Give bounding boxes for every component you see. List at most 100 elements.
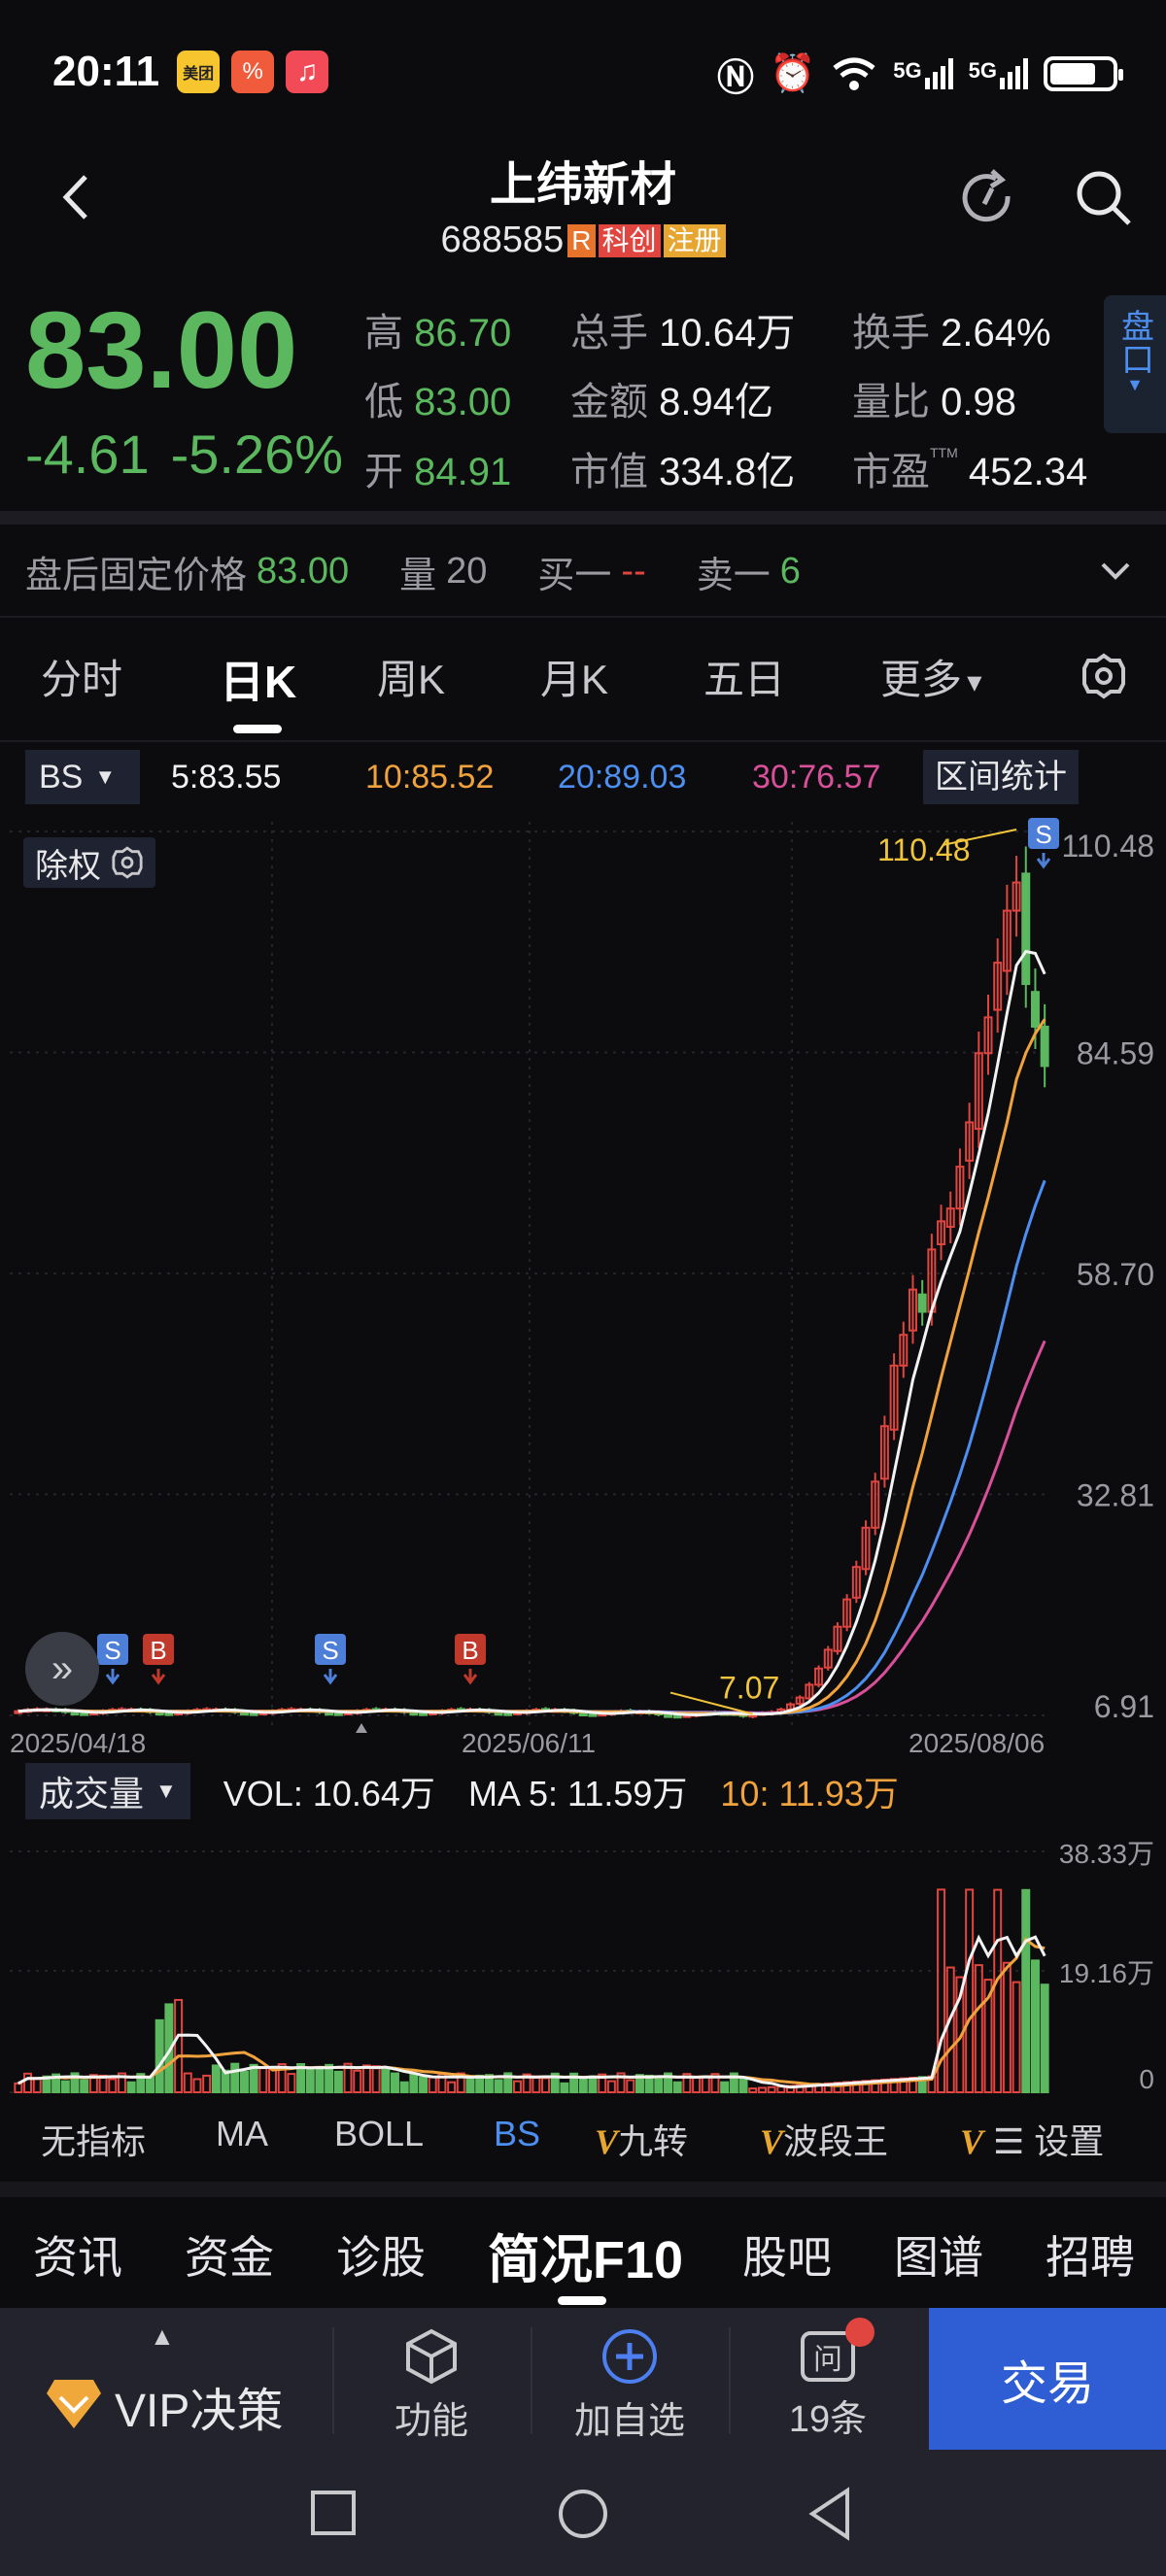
refresh-icon[interactable] — [957, 167, 1019, 229]
tab-graph[interactable]: 图谱 — [894, 2232, 983, 2283]
pankou-side-tab[interactable]: 盘口 ▼ — [1104, 295, 1166, 433]
indicator-tabs: 无指标 MA BOLL BS V九转 V波段王 V ☰ 设置 — [0, 2108, 1166, 2166]
caret-up-icon: ▲ — [150, 2322, 175, 2351]
bs-marker-s — [1028, 818, 1059, 849]
tab-monthly-k[interactable]: 月K — [540, 657, 609, 702]
volume-dropdown[interactable]: 成交量 ▼ — [25, 1763, 190, 1819]
indicator-boll[interactable]: BOLL — [334, 2114, 425, 2153]
tab-f10[interactable]: 简况F10 — [488, 2231, 684, 2289]
tab-funds[interactable]: 资金 — [185, 2232, 274, 2283]
candle-body — [917, 1293, 927, 1313]
expand-arrows-icon[interactable]: » — [25, 1632, 99, 1706]
candle-body — [983, 1016, 993, 1055]
ex-right-button[interactable]: 除权 — [23, 837, 155, 888]
back-icon[interactable] — [58, 173, 93, 221]
vip-button[interactable]: ▲ VIP决策 — [0, 2308, 330, 2450]
stat-pe: 市盈TTM 452.34 — [852, 444, 1088, 493]
min-pointer — [669, 1691, 753, 1715]
candle-body — [70, 1712, 80, 1716]
tab-daily-k[interactable]: 日K — [220, 657, 297, 707]
volume-bar — [494, 2079, 503, 2094]
tab-forum[interactable]: 股吧 — [742, 2232, 832, 2283]
svg-text:问: 问 — [813, 2343, 842, 2377]
volume-bar — [974, 1964, 983, 2093]
indicator-settings[interactable]: V ☰ 设置 — [960, 2121, 1105, 2161]
chevron-down-icon[interactable] — [1100, 559, 1131, 583]
settings-gear-icon[interactable] — [1080, 653, 1127, 699]
volume-bar — [447, 2081, 457, 2093]
back-nav-icon[interactable] — [806, 2487, 853, 2541]
tab-more[interactable]: 更多▼ — [880, 657, 987, 702]
indicator-bs[interactable]: BS — [494, 2114, 541, 2153]
volume-bar — [70, 2072, 80, 2093]
ask-label: 19条 — [788, 2399, 868, 2440]
volume-bar — [484, 2074, 494, 2093]
add-watchlist-button[interactable]: 加自选 — [532, 2308, 727, 2450]
stock-name: 上纬新材 — [489, 159, 676, 211]
indicator-ma[interactable]: MA — [216, 2114, 268, 2153]
candle-body — [993, 962, 1003, 1011]
range-stats-button[interactable]: 区间统计 — [923, 750, 1079, 804]
volume-bar — [183, 2072, 192, 2094]
tab-diagnosis[interactable]: 诊股 — [336, 2232, 426, 2283]
indicator-none[interactable]: 无指标 — [41, 2121, 147, 2161]
volume-bar — [560, 2082, 569, 2093]
candle-body — [154, 1712, 164, 1716]
candle-body — [814, 1667, 824, 1686]
price-block: 83.00 -4.61 -5.26% — [25, 296, 343, 486]
x-tick-label: 2025/04/18 — [10, 1728, 146, 1758]
indicator-jiuzhuan[interactable]: V九转 — [595, 2121, 689, 2161]
volume-chart[interactable]: 38.33万 19.16万 0 — [0, 1820, 1166, 2098]
volume-bar — [287, 2073, 296, 2094]
search-icon[interactable] — [1073, 167, 1135, 229]
bs-marker-arrow — [323, 1669, 338, 1685]
candle-body — [419, 1712, 429, 1716]
volume-bar — [315, 2065, 325, 2094]
tab-news[interactable]: 资讯 — [33, 2232, 122, 2283]
volume-bar — [154, 2018, 164, 2093]
volume-bar — [1040, 1983, 1049, 2094]
volume-bar — [937, 1888, 946, 2093]
ask-button[interactable]: 问 19条 — [731, 2308, 925, 2450]
tab-weekly-k[interactable]: 周K — [377, 657, 446, 702]
recent-apps-icon[interactable] — [309, 2489, 358, 2537]
trade-button[interactable]: 交易 — [929, 2308, 1166, 2450]
candle-body — [871, 1480, 880, 1529]
volume-bar — [983, 1979, 993, 2093]
volume-bar — [23, 2072, 33, 2094]
tab-five-day[interactable]: 五日 — [703, 657, 786, 702]
tab-intraday[interactable]: 分时 — [41, 657, 123, 702]
after-hours-vol: 20 — [446, 550, 488, 592]
function-button[interactable]: 功能 — [334, 2308, 529, 2450]
bs-marker-b — [143, 1634, 174, 1665]
volume-bar — [108, 2078, 118, 2094]
indicator-boduanwang[interactable]: V波段王 — [760, 2121, 889, 2161]
tab-recruit[interactable]: 招聘 — [1046, 2232, 1135, 2283]
signal-5g-icon: 5G — [893, 58, 953, 89]
volume-bar — [146, 2076, 155, 2093]
home-icon[interactable] — [556, 2487, 610, 2541]
bs-marker-s — [315, 1634, 346, 1665]
volume-ma5-line — [17, 1934, 1046, 2089]
sell1-value: 6 — [779, 550, 801, 592]
volume-bar — [616, 2072, 626, 2093]
candle-body — [1021, 872, 1031, 986]
kline-chart[interactable]: 110.48 84.59 58.70 32.81 6.91 2025/04/18 2025/… — [0, 812, 1166, 1764]
volume-bar — [720, 2081, 730, 2093]
y-tick-label: 110.48 — [1062, 829, 1155, 864]
candle-body — [795, 1696, 805, 1705]
volume-bar — [1012, 1981, 1021, 2093]
tag-zhuce: 注册 — [663, 223, 726, 257]
volume-bar — [88, 2074, 98, 2093]
volume-bar — [80, 2079, 89, 2093]
volume-bar — [701, 2076, 710, 2093]
stat-volume: 总手 10.64万 — [570, 312, 796, 355]
bs-dropdown[interactable]: BS ▼ — [25, 750, 140, 804]
volume-bar — [654, 2078, 664, 2093]
candle-body — [672, 1714, 682, 1719]
alarm-icon: ⏰ — [769, 53, 816, 94]
price-change: -4.61 — [25, 424, 150, 485]
volume-bar — [202, 2074, 212, 2094]
volume-bar — [692, 2076, 702, 2093]
candle-body — [974, 1052, 983, 1131]
